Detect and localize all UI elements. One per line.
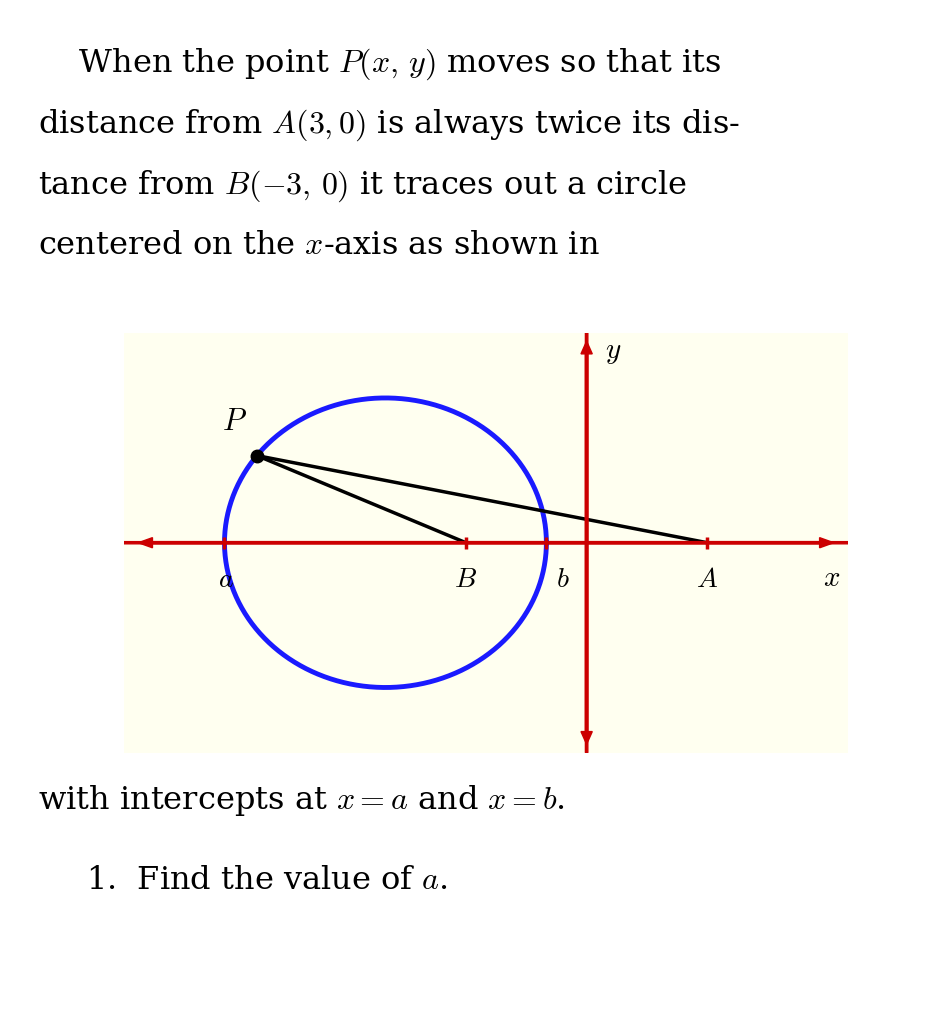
FancyArrow shape (138, 538, 847, 548)
Text: $P$: $P$ (222, 407, 247, 437)
Text: $B$: $B$ (454, 566, 477, 593)
FancyArrow shape (124, 538, 833, 548)
Text: 1.  Find the value of $a$.: 1. Find the value of $a$. (86, 865, 446, 896)
Text: distance from $A(3, 0)$ is always twice its dis-: distance from $A(3, 0)$ is always twice … (38, 108, 740, 143)
Text: tance from $B({-}3,\, 0)$ it traces out a circle: tance from $B({-}3,\, 0)$ it traces out … (38, 169, 686, 205)
Text: $y$: $y$ (605, 338, 621, 367)
Text: $b$: $b$ (556, 566, 569, 593)
FancyArrow shape (581, 333, 591, 744)
Text: $x$: $x$ (822, 564, 840, 593)
FancyArrow shape (581, 341, 591, 753)
Text: $A$: $A$ (696, 566, 718, 593)
Text: with intercepts at $x = a$ and $x = b$.: with intercepts at $x = a$ and $x = b$. (38, 783, 565, 818)
Text: When the point $P(x,\, y)$ moves so that its: When the point $P(x,\, y)$ moves so that… (38, 46, 721, 82)
Text: centered on the $x$-axis as shown in: centered on the $x$-axis as shown in (38, 230, 599, 261)
Text: $a$: $a$ (218, 566, 234, 593)
